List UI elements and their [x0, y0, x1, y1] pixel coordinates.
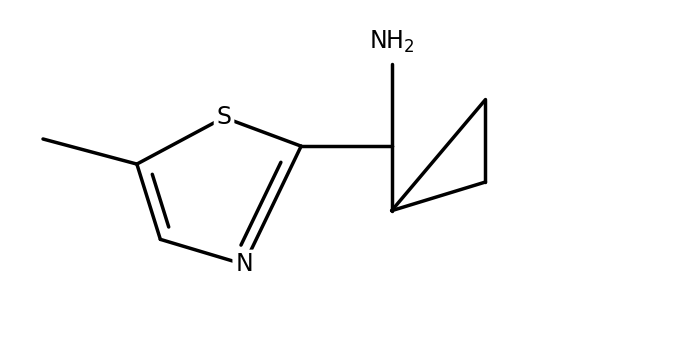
Text: N: N [235, 253, 253, 276]
Text: S: S [216, 106, 231, 130]
Text: NH$_2$: NH$_2$ [369, 28, 414, 55]
